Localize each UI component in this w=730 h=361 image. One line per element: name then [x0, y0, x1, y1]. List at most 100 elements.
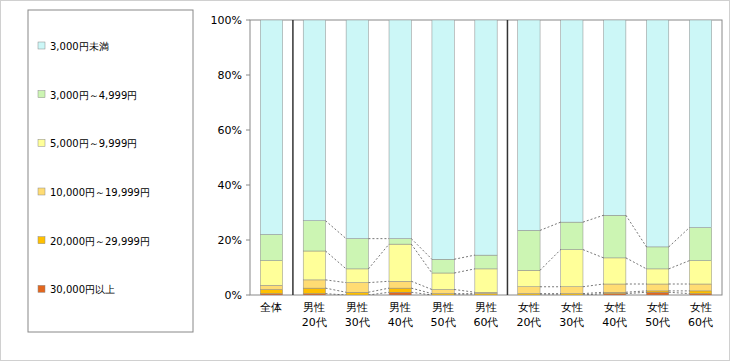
legend-box [28, 10, 193, 332]
connector [368, 238, 389, 239]
x-tick-label-line: 男性 [303, 301, 325, 314]
y-tick [246, 75, 250, 76]
y-tick-label: 100% [211, 14, 242, 27]
x-tick-label-line: 女性 [690, 301, 712, 314]
connector [368, 292, 389, 295]
bar-segment [475, 295, 497, 296]
bar-segment [475, 269, 497, 292]
bar-segment [303, 20, 325, 221]
y-tick-label: 0% [225, 289, 242, 302]
connector [626, 284, 647, 285]
legend-swatch [38, 188, 45, 195]
x-tick-label-line: 40代 [602, 316, 627, 329]
bar-segment [389, 20, 411, 239]
legend-label: 10,000円～19,999円 [50, 187, 150, 198]
bar-segment [432, 259, 454, 273]
bar-segment [260, 235, 282, 261]
bar-segment [646, 247, 668, 269]
x-tick-label: 男性50代 [431, 301, 456, 329]
connector [454, 293, 475, 294]
bar-segment [389, 281, 411, 288]
background [1, 1, 730, 361]
connector [411, 244, 432, 273]
bar-segment [689, 261, 711, 284]
connector [540, 222, 561, 230]
connector [368, 244, 389, 269]
connector [626, 291, 647, 292]
connector [540, 250, 561, 271]
y-tick [246, 295, 250, 296]
legend-swatch [38, 285, 45, 292]
x-tick-label-line: 40代 [388, 316, 413, 329]
bar-segment [518, 295, 540, 296]
connector [326, 280, 347, 283]
x-tick-label-line: 20代 [302, 316, 327, 329]
bar-segment [518, 287, 540, 294]
bar-segment [432, 20, 454, 259]
connector [583, 292, 604, 293]
y-tick [246, 20, 250, 21]
bar-segment [432, 295, 454, 296]
connector [540, 286, 561, 287]
x-tick-label-line: 30代 [345, 316, 370, 329]
x-tick-label: 男性60代 [474, 301, 499, 329]
bar-segment [260, 290, 282, 294]
x-tick-label-line: 女性 [518, 301, 540, 314]
bar-segment [689, 291, 711, 294]
bar-segment [689, 284, 711, 291]
connector [454, 269, 475, 273]
bar-segment [260, 285, 282, 289]
connector [326, 251, 347, 269]
bar-segment [432, 273, 454, 290]
connector [583, 284, 604, 287]
bar-segment [432, 290, 454, 294]
bar-segment [346, 20, 368, 239]
connector [626, 258, 647, 269]
bar-segment [389, 239, 411, 245]
x-tick-label-line: 女性 [647, 301, 669, 314]
bar-segment [646, 269, 668, 284]
connector [669, 228, 690, 247]
connector [583, 215, 604, 222]
y-tick-label: 80% [218, 69, 242, 82]
x-tick-label: 男性 20代 [302, 301, 327, 329]
bar-segment [689, 228, 711, 261]
bar-segment [604, 284, 626, 292]
connector [454, 255, 475, 259]
connector [669, 284, 690, 285]
bar-segment [303, 280, 325, 288]
legend-label: 20,000円～29,999円 [50, 236, 150, 247]
connector [326, 294, 347, 295]
legend-swatch [38, 42, 45, 49]
bar-segment [561, 287, 583, 294]
bar-segment [518, 230, 540, 270]
legend-swatch [38, 91, 45, 98]
bar-segment [475, 255, 497, 269]
bar-segment [561, 222, 583, 250]
legend-label: 3,000円～4,999円 [50, 90, 137, 101]
x-tick-label-line: 20代 [516, 316, 541, 329]
bar-segment [646, 20, 668, 247]
legend-label: 30,000円以上 [50, 284, 115, 295]
bar-segment [346, 239, 368, 269]
x-tick-label-line: 60代 [688, 316, 713, 329]
connector [540, 295, 561, 296]
bar-segment [303, 221, 325, 251]
y-tick-label: 40% [218, 179, 242, 192]
bar-segment [346, 283, 368, 293]
x-tick-label: 女性 60代 [688, 301, 713, 329]
x-tick-label-line: 女性 [604, 301, 626, 314]
bar-segment [646, 284, 668, 291]
bar-segment [604, 20, 626, 215]
bar-segment [689, 20, 711, 228]
connector [368, 281, 389, 282]
bar-segment [518, 270, 540, 287]
bar-segment [561, 250, 583, 287]
bar-segment [303, 251, 325, 280]
x-tick-label: 女性50代 [645, 301, 670, 329]
bar-segment [561, 20, 583, 222]
legend-label: 3,000円未満 [50, 41, 109, 52]
connector [669, 292, 690, 293]
connector [669, 261, 690, 269]
bar-segment [346, 292, 368, 295]
